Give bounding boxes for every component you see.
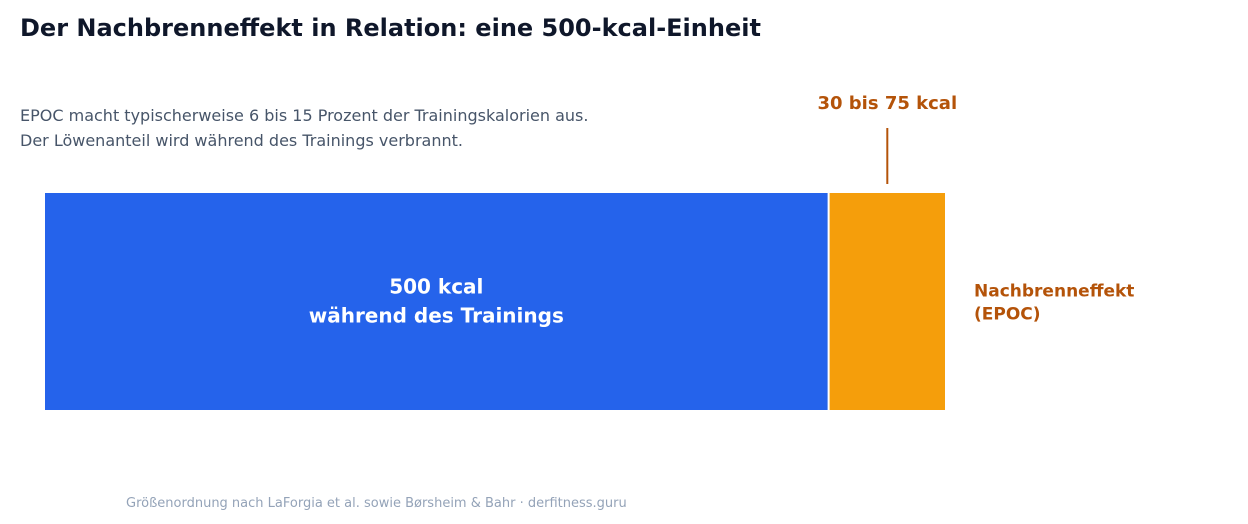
subtitle-line-1: EPOC macht typischerweise 6 bis 15 Proze…: [20, 106, 589, 125]
bars-group: [45, 193, 945, 410]
labels-group: 500 kcal während des Trainings Nachbrennef…: [309, 93, 1135, 328]
bar-label-line-2: während des Trainings: [309, 304, 564, 328]
bar-segment-1: [45, 193, 828, 410]
source-note: Größenordnung nach LaForgia et al. sowie…: [126, 496, 627, 511]
epoc-label-line-1: Nachbrenneffekt: [974, 282, 1134, 302]
callout-label: 30 bis 75 kcal: [817, 93, 957, 114]
chart-title: Der Nachbrenneffekt in Relation: eine 50…: [20, 14, 761, 42]
bar-segment-2: [829, 193, 945, 410]
chart-subtitle: EPOC macht typischerweise 6 bis 15 Proze…: [20, 103, 588, 153]
epoc-label-line-2: (EPOC): [974, 305, 1041, 325]
bar-label-line-1: 500 kcal: [389, 275, 483, 299]
subtitle-line-2: Der Löwenanteil wird während des Trainin…: [20, 131, 463, 150]
